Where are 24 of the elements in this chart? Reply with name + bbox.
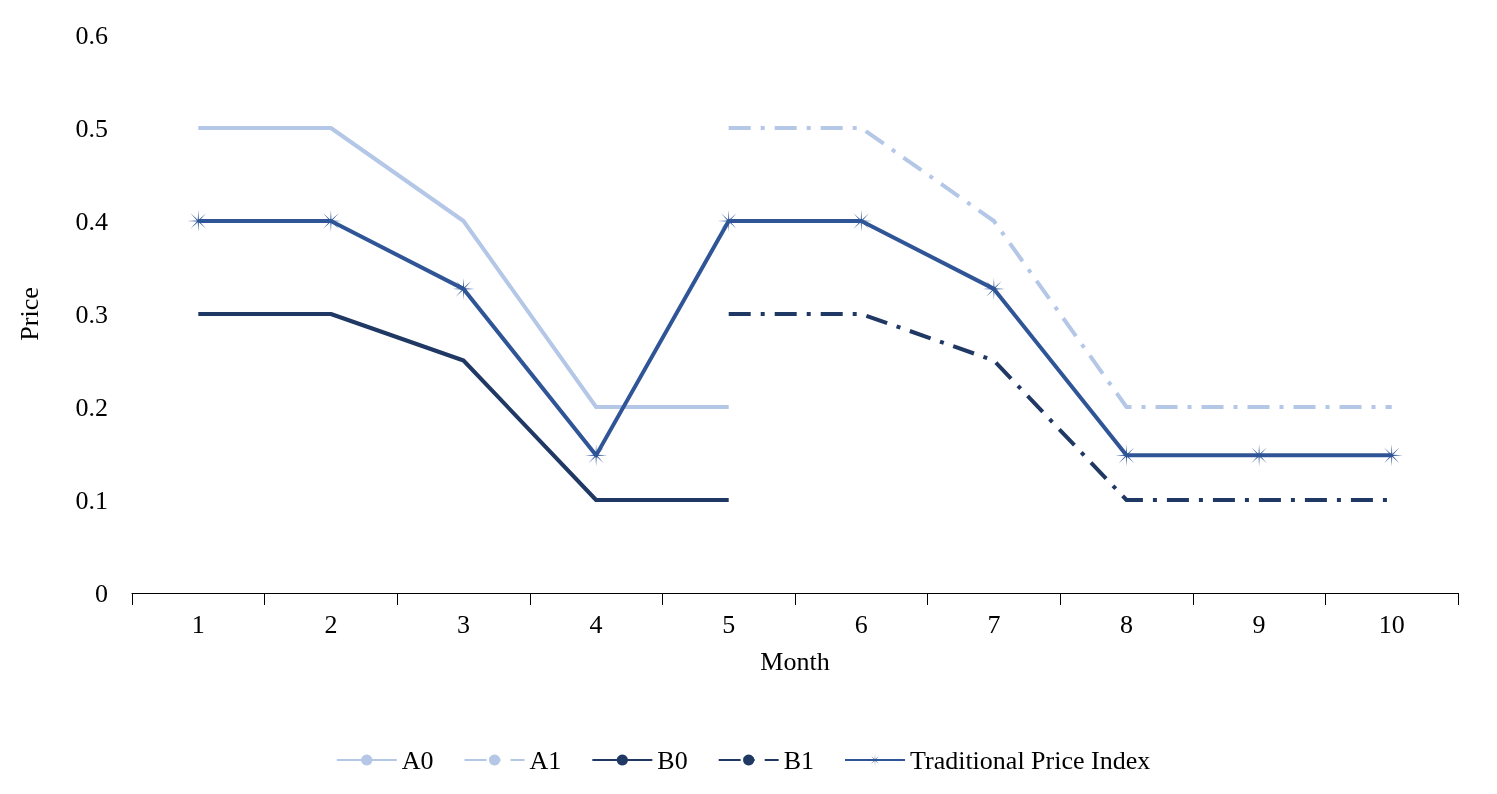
x-tick-label: 9 <box>1252 609 1266 639</box>
x-tick-label: 4 <box>589 609 603 639</box>
x-tick-label: 6 <box>854 609 868 639</box>
x-tick-label: 3 <box>457 609 470 639</box>
y-tick-label: 0.1 <box>75 485 108 515</box>
legend-label: B0 <box>657 745 688 775</box>
legend-label: Traditional Price Index <box>910 745 1151 775</box>
y-tick-label: 0.3 <box>75 299 108 329</box>
y-tick-label: 0 <box>95 578 108 608</box>
x-tick-label: 5 <box>722 609 736 639</box>
y-tick-label: 0.4 <box>75 206 108 236</box>
legend-label: A1 <box>529 745 562 775</box>
x-tick-label: 8 <box>1120 609 1133 639</box>
legend-label: B1 <box>783 745 815 775</box>
x-axis-title: Month <box>760 646 830 676</box>
x-tick-label: 2 <box>324 609 338 639</box>
legend-label: A0 <box>401 745 434 775</box>
y-tick-label: 0.5 <box>75 113 108 143</box>
y-tick-label: 0.2 <box>75 392 108 422</box>
x-tick-label: 1 <box>191 609 205 639</box>
x-tick-label: 7 <box>987 609 1001 639</box>
y-axis-title: Price <box>14 287 44 341</box>
y-tick-label: 0.6 <box>75 20 108 50</box>
x-tick-label: 10 <box>1378 609 1405 639</box>
